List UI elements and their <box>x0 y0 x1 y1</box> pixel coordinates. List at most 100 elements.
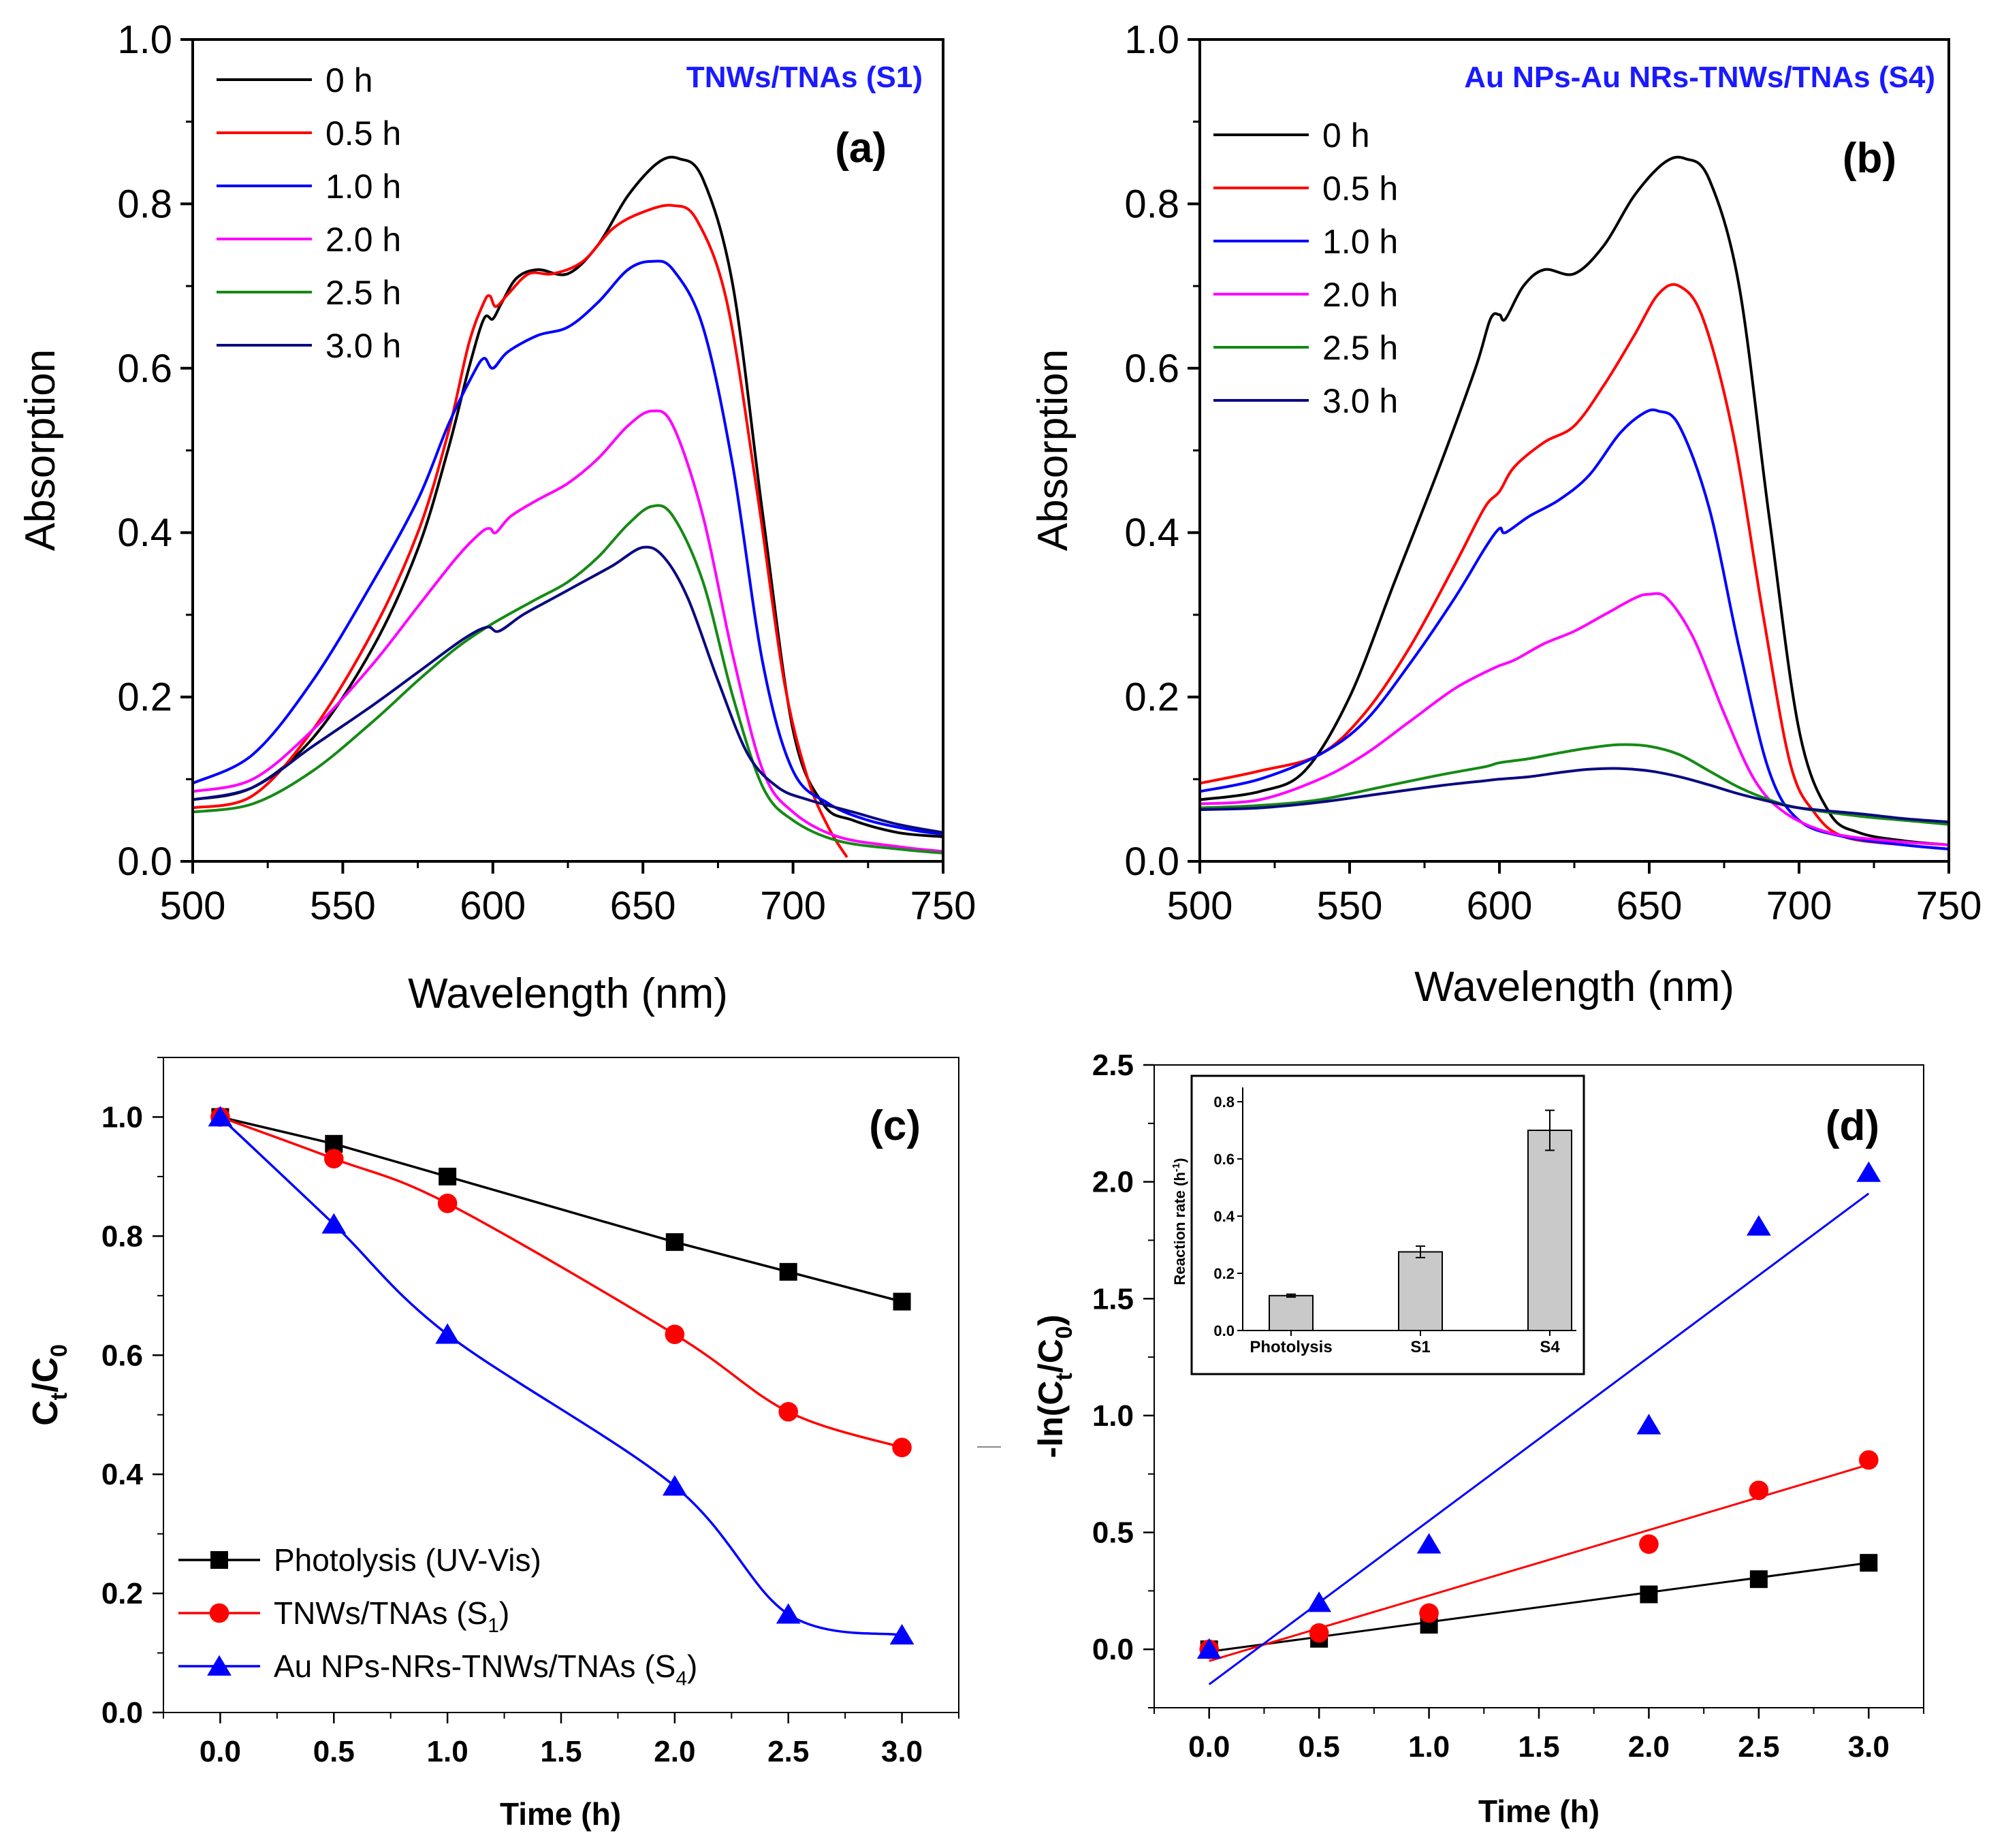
d-ytick-label: 1.5 <box>1092 1282 1134 1316</box>
d-point-1-2 <box>1419 1603 1439 1623</box>
c-series-line-1 <box>219 1115 903 1449</box>
inset-ytick-label: 0.0 <box>1213 1322 1235 1339</box>
d-point-2-1 <box>1307 1591 1332 1612</box>
panel-d-ylabel-post: ) <box>1032 1315 1070 1326</box>
panel-b-legend: 0 h 0.5 h 1.0 h 2.0 h 2.5 h 3.0 h <box>1213 116 1398 420</box>
b-ytick-label: 0.4 <box>1124 511 1179 555</box>
b-ytick-label: 0.0 <box>1124 840 1179 884</box>
b-xtick-label: 750 <box>1916 884 1982 928</box>
a-xtick-label: 650 <box>610 884 676 928</box>
b-xtick-label: 700 <box>1766 884 1832 928</box>
d-xtick-label: 1.0 <box>1408 1730 1450 1764</box>
panel-c: 0.0 0.5 1.0 1.5 2.0 2.5 3.00.00.20.40.60.81.0 … <box>26 1057 959 1832</box>
d-fit-line-0 <box>1209 1561 1869 1653</box>
c-ytick-label: 0.0 <box>101 1696 143 1730</box>
panel-d-ylabel-sub1: t <box>1051 1373 1077 1380</box>
b-xtick-label: 650 <box>1617 884 1683 928</box>
d-point-2-4 <box>1746 1215 1771 1236</box>
a-ytick-label: 1.0 <box>117 18 172 62</box>
inset-ytick-label: 0.6 <box>1213 1151 1235 1168</box>
d-point-1-3 <box>1639 1534 1659 1555</box>
d-xtick-label: 0.0 <box>1188 1730 1230 1764</box>
panel-b-ylabel: Absorption <box>1030 349 1077 551</box>
d-ytick-label: 2.5 <box>1092 1049 1134 1082</box>
panel-a-ylabel: Absorption <box>17 349 64 551</box>
c-ytick-label: 0.8 <box>101 1220 143 1253</box>
panel-d-inset: 0.0 0.2 0.4 0.6 0.8 Photolysis S1 S4 Reaction r… <box>1171 1074 1585 1375</box>
b-legend-label-5: 3.0 h <box>1322 382 1398 420</box>
b-series-line-1 <box>1199 283 1950 850</box>
d-point-0-5 <box>1860 1554 1878 1572</box>
d-point-1-5 <box>1858 1450 1879 1470</box>
c-xtick-label: 3.0 <box>881 1735 923 1768</box>
panel-c-ylabel-sub1: t <box>46 1392 72 1400</box>
c-point-2-3 <box>662 1475 687 1496</box>
c-legend-label-0: Photolysis (UV-Vis) <box>274 1542 541 1578</box>
panel-d: 0.0 0.5 1.0 1.5 2.0 2.5 3.00.00.51.01.52.02.5 … <box>1032 1049 1924 1829</box>
b-series-line-0 <box>1199 155 1950 846</box>
a-ytick-label: 0.0 <box>117 840 172 884</box>
panel-a-series-group <box>192 155 944 859</box>
a-legend-label-4: 2.5 h <box>325 274 401 312</box>
inset-ylabel-pre: Reaction rate (h <box>1171 1172 1188 1285</box>
a-ytick-label: 0.4 <box>117 511 172 555</box>
a-series-line-2 <box>192 259 944 836</box>
c-point-2-1 <box>321 1213 347 1234</box>
c-legend-label-1: TNWs/TNAs (S1) <box>274 1595 509 1637</box>
c-ytick-label: 0.4 <box>101 1458 144 1491</box>
a-legend-label-5: 3.0 h <box>325 327 401 365</box>
b-ytick-label: 0.2 <box>1124 675 1179 720</box>
panel-b-label: (b) <box>1843 135 1896 182</box>
panel-a-xlabel: Wavelength (nm) <box>408 970 728 1017</box>
d-point-2-3 <box>1636 1414 1661 1435</box>
panel-d-ylabel-sub2: 0 <box>1051 1326 1077 1339</box>
c-legend-label-2-sub: 4 <box>675 1668 687 1690</box>
d-xtick-label: 3.0 <box>1848 1730 1890 1764</box>
c-legend-label-1-tail: ) <box>499 1595 509 1631</box>
c-point-1-1 <box>323 1149 344 1168</box>
a-ytick-label: 0.8 <box>117 182 172 226</box>
c-series-line-0 <box>219 1115 903 1303</box>
c-point-2-2 <box>435 1323 460 1344</box>
d-point-1-1 <box>1309 1623 1329 1643</box>
panel-d-ylabel-pre: -ln(C <box>1032 1381 1070 1459</box>
c-xtick-label: 1.0 <box>427 1735 468 1768</box>
a-xtick-label: 550 <box>310 884 376 928</box>
c-legend-label-1-main: TNWs/TNAs (S <box>274 1595 488 1631</box>
panel-b-plot-frame <box>1198 38 1950 863</box>
d-point-0-4 <box>1749 1570 1768 1589</box>
inset-ytick-label: 0.2 <box>1213 1265 1235 1282</box>
c-legend-marker-1 <box>209 1603 229 1623</box>
a-series-line-3 <box>192 409 944 853</box>
c-legend-marker-0 <box>210 1551 228 1569</box>
b-legend-label-0: 0 h <box>1322 116 1370 155</box>
inset-ylabel-sup: -1 <box>1171 1163 1182 1172</box>
d-ytick-label: 1.0 <box>1092 1399 1134 1433</box>
d-xtick-label: 2.0 <box>1628 1730 1670 1764</box>
d-xtick-label: 0.5 <box>1299 1730 1340 1764</box>
d-point-2-5 <box>1856 1161 1881 1182</box>
panel-d-label: (d) <box>1826 1102 1879 1149</box>
inset-ylabel: Reaction rate (h-1) <box>1171 1158 1188 1286</box>
b-ytick-label: 0.8 <box>1124 182 1179 226</box>
a-legend-label-3: 2.0 h <box>325 221 401 259</box>
c-xtick-label: 2.0 <box>654 1735 695 1768</box>
panel-a-legend: 0 h 0.5 h 1.0 h 2.0 h 2.5 h 3.0 h <box>217 61 401 365</box>
b-series-line-2 <box>1199 408 1950 850</box>
d-fit-line-1 <box>1209 1463 1869 1662</box>
panel-b-series-group <box>1199 155 1950 850</box>
c-point-1-2 <box>437 1193 458 1213</box>
c-legend-marker-2 <box>207 1655 232 1676</box>
inset-bar-0 <box>1269 1294 1314 1332</box>
d-point-1-4 <box>1749 1480 1769 1501</box>
a-xtick-label: 500 <box>160 884 226 928</box>
c-point-2-4 <box>776 1603 801 1624</box>
inset-xtick-label-0: Photolysis <box>1250 1338 1332 1356</box>
panel-d-xlabel: Time (h) <box>1478 1794 1600 1829</box>
panel-a: 500 550 600 650 700 750 0.0 0.2 0.4 0.6 0.8 1.0 TNW… <box>17 18 976 1017</box>
c-point-2-0 <box>208 1106 233 1127</box>
d-xtick-label: 1.5 <box>1518 1730 1559 1764</box>
d-point-2-2 <box>1416 1533 1442 1554</box>
c-ytick-label: 0.6 <box>101 1339 143 1372</box>
